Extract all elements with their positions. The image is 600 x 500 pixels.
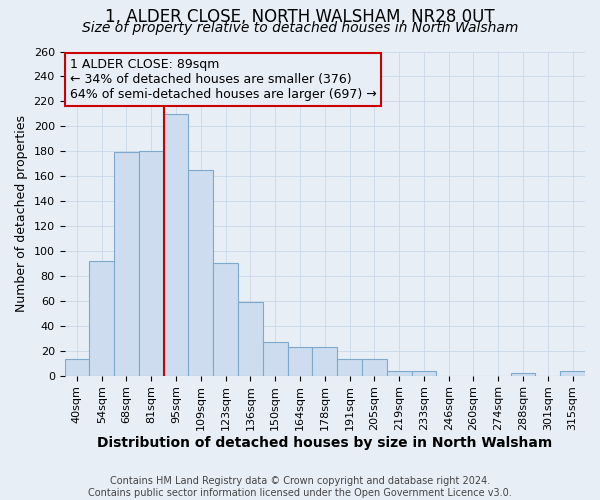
- Bar: [287, 347, 313, 376]
- Bar: [511, 373, 535, 376]
- Bar: [362, 360, 387, 376]
- Text: Size of property relative to detached houses in North Walsham: Size of property relative to detached ho…: [82, 21, 518, 35]
- Bar: [188, 170, 213, 376]
- Bar: [313, 347, 337, 376]
- Bar: [560, 370, 585, 376]
- Bar: [412, 370, 436, 376]
- Bar: [139, 151, 164, 376]
- Bar: [387, 370, 412, 376]
- Bar: [114, 152, 139, 376]
- Bar: [65, 360, 89, 376]
- Bar: [337, 360, 362, 376]
- Text: 1, ALDER CLOSE, NORTH WALSHAM, NR28 0UT: 1, ALDER CLOSE, NORTH WALSHAM, NR28 0UT: [105, 8, 495, 26]
- Text: Contains HM Land Registry data © Crown copyright and database right 2024.
Contai: Contains HM Land Registry data © Crown c…: [88, 476, 512, 498]
- Y-axis label: Number of detached properties: Number of detached properties: [15, 115, 28, 312]
- Text: 1 ALDER CLOSE: 89sqm
← 34% of detached houses are smaller (376)
64% of semi-deta: 1 ALDER CLOSE: 89sqm ← 34% of detached h…: [70, 58, 376, 101]
- Bar: [213, 264, 238, 376]
- Bar: [263, 342, 287, 376]
- X-axis label: Distribution of detached houses by size in North Walsham: Distribution of detached houses by size …: [97, 436, 553, 450]
- Bar: [164, 114, 188, 376]
- Bar: [238, 302, 263, 376]
- Bar: [89, 261, 114, 376]
